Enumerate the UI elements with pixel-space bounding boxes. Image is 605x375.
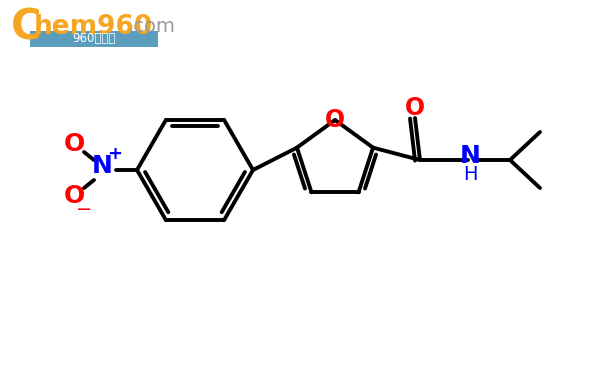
Text: O: O: [64, 184, 85, 208]
Text: hem960: hem960: [34, 14, 153, 40]
Text: C: C: [11, 6, 42, 48]
Text: .com: .com: [128, 18, 176, 36]
Text: O: O: [64, 132, 85, 156]
Text: +: +: [108, 145, 122, 163]
Bar: [30, 31, 158, 47]
Text: N: N: [460, 144, 480, 168]
Text: 960化工网: 960化工网: [73, 33, 116, 45]
Text: H: H: [463, 165, 477, 183]
Text: N: N: [91, 154, 113, 178]
Text: −: −: [76, 201, 92, 219]
Text: O: O: [325, 108, 345, 132]
Text: O: O: [405, 96, 425, 120]
